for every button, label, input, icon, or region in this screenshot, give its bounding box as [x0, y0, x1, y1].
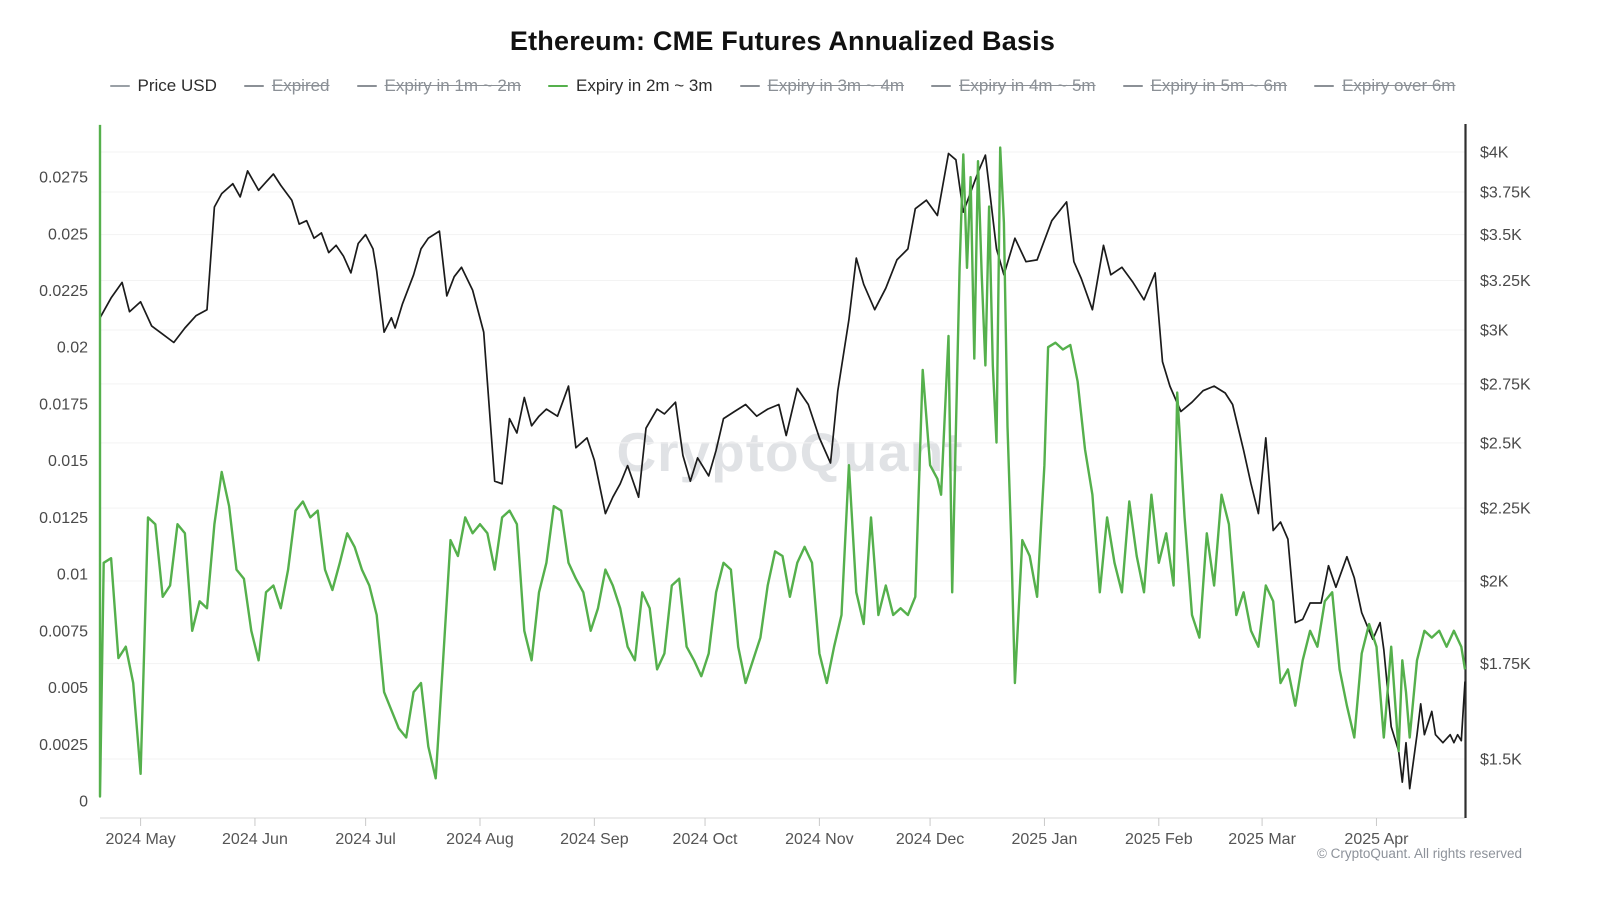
- legend: Price USD Expired Expiry in 1m ~ 2m Expi…: [0, 76, 1565, 96]
- svg-text:$2.75K: $2.75K: [1480, 376, 1531, 393]
- svg-text:2024 Jul: 2024 Jul: [335, 831, 396, 848]
- svg-text:2025 Mar: 2025 Mar: [1228, 831, 1296, 848]
- svg-text:$2.5K: $2.5K: [1480, 435, 1522, 452]
- line-swatch-icon: [356, 84, 377, 88]
- svg-text:2025 Jan: 2025 Jan: [1012, 831, 1078, 848]
- svg-text:$1.75K: $1.75K: [1480, 656, 1531, 673]
- legend-label: Expired: [271, 76, 330, 95]
- svg-text:0.025: 0.025: [48, 226, 88, 243]
- legend-label: Expiry in 1m ~ 2m: [384, 76, 522, 95]
- line-swatch-icon: [1122, 84, 1143, 88]
- svg-text:2024 Sep: 2024 Sep: [560, 831, 629, 848]
- copyright-note: © CryptoQuant. All rights reserved: [1316, 846, 1522, 861]
- svg-text:0.0025: 0.0025: [39, 737, 88, 754]
- svg-text:$3.5K: $3.5K: [1480, 227, 1522, 244]
- legend-item-price-usd[interactable]: Price USD: [109, 76, 217, 96]
- svg-text:$3.75K: $3.75K: [1480, 184, 1531, 201]
- legend-item-expiry-2m-3m[interactable]: Expiry in 2m ~ 3m: [548, 76, 713, 96]
- legend-label: Expiry in 5m ~ 6m: [1150, 76, 1288, 95]
- svg-text:$3K: $3K: [1480, 323, 1509, 340]
- legend-label: Expiry in 3m ~ 4m: [767, 76, 905, 95]
- legend-label: Price USD: [137, 76, 217, 95]
- legend-item-expiry-5m-6m[interactable]: Expiry in 5m ~ 6m: [1122, 76, 1288, 96]
- svg-text:2024 Aug: 2024 Aug: [446, 831, 514, 848]
- svg-text:0.0275: 0.0275: [39, 170, 88, 187]
- svg-text:0.015: 0.015: [48, 453, 88, 470]
- svg-text:0.0175: 0.0175: [39, 396, 88, 413]
- legend-label: Expiry in 4m ~ 5m: [959, 76, 1096, 95]
- svg-text:$2K: $2K: [1480, 573, 1509, 590]
- svg-text:2024 May: 2024 May: [105, 831, 175, 848]
- svg-text:$4K: $4K: [1480, 145, 1509, 162]
- svg-text:0.0225: 0.0225: [39, 283, 88, 300]
- svg-text:2025 Apr: 2025 Apr: [1344, 831, 1409, 848]
- svg-text:2024 Jun: 2024 Jun: [222, 831, 288, 848]
- svg-text:0.0125: 0.0125: [39, 510, 88, 527]
- svg-text:$2.25K: $2.25K: [1480, 501, 1531, 518]
- svg-text:$3.25K: $3.25K: [1480, 273, 1531, 290]
- svg-text:2024 Nov: 2024 Nov: [785, 831, 854, 848]
- svg-text:2024 Dec: 2024 Dec: [896, 831, 965, 848]
- legend-item-expiry-over-6m[interactable]: Expiry over 6m: [1314, 76, 1455, 96]
- svg-text:0.005: 0.005: [48, 680, 88, 697]
- legend-label: Expiry over 6m: [1342, 76, 1456, 95]
- page-title: Ethereum: CME Futures Annualized Basis: [509, 26, 1056, 56]
- legend-item-expiry-3m-4m[interactable]: Expiry in 3m ~ 4m: [739, 76, 905, 96]
- line-swatch-icon: [931, 84, 952, 88]
- svg-text:$1.5K: $1.5K: [1480, 752, 1522, 769]
- line-swatch-icon: [739, 84, 760, 88]
- svg-text:2024 Oct: 2024 Oct: [673, 831, 738, 848]
- line-swatch-icon: [243, 84, 264, 88]
- line-swatch-icon: [548, 84, 569, 88]
- legend-item-expiry-4m-5m[interactable]: Expiry in 4m ~ 5m: [931, 76, 1096, 96]
- line-swatch-icon: [109, 84, 130, 88]
- legend-item-expiry-1m-2m[interactable]: Expiry in 1m ~ 2m: [356, 76, 522, 96]
- svg-text:0.01: 0.01: [57, 567, 88, 584]
- line-swatch-icon: [1314, 84, 1335, 88]
- svg-text:0.02: 0.02: [57, 340, 88, 357]
- svg-text:0.0075: 0.0075: [39, 623, 88, 640]
- svg-text:2025 Feb: 2025 Feb: [1125, 831, 1193, 848]
- legend-label: Expiry in 2m ~ 3m: [576, 76, 713, 95]
- svg-text:0: 0: [79, 794, 88, 811]
- legend-item-expired[interactable]: Expired: [243, 76, 330, 96]
